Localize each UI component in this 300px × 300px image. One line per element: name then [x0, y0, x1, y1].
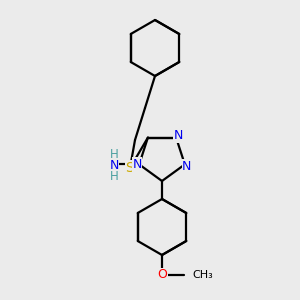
- Text: N: N: [182, 160, 191, 173]
- Text: H: H: [110, 148, 118, 161]
- Text: H: H: [110, 170, 118, 183]
- Text: N: N: [133, 158, 142, 171]
- Text: CH₃: CH₃: [192, 270, 213, 280]
- Text: N: N: [110, 159, 119, 172]
- Text: O: O: [157, 268, 167, 281]
- Text: S: S: [126, 161, 134, 175]
- Text: N: N: [173, 129, 183, 142]
